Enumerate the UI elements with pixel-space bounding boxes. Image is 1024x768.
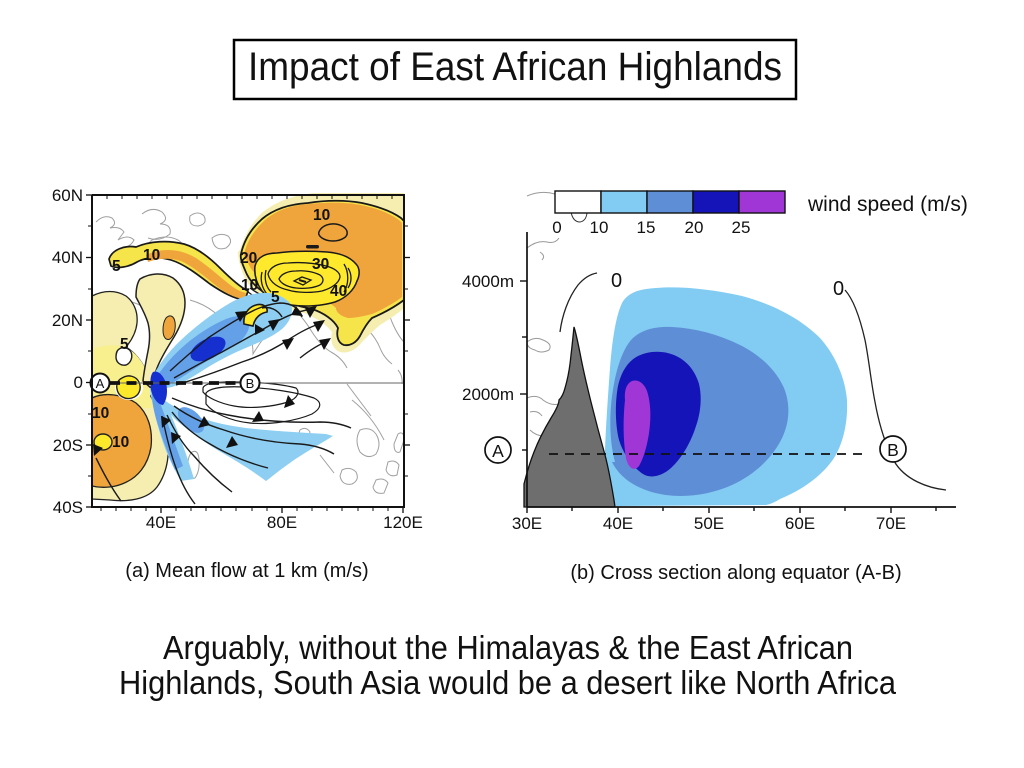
svg-text:10: 10: [143, 247, 160, 264]
svg-text:0: 0: [74, 373, 83, 392]
svg-text:60E: 60E: [785, 514, 815, 533]
svg-text:10: 10: [112, 434, 129, 451]
svg-text:10: 10: [590, 218, 609, 237]
svg-text:Arguably, without the Himalaya: Arguably, without the Himalayas & the Ea…: [163, 629, 853, 666]
svg-text:70E: 70E: [876, 514, 906, 533]
svg-text:30: 30: [312, 256, 329, 273]
svg-text:A: A: [492, 441, 504, 461]
svg-text:5: 5: [112, 258, 121, 275]
svg-text:40E: 40E: [146, 513, 176, 532]
svg-text:B: B: [887, 440, 899, 460]
svg-text:50E: 50E: [694, 514, 724, 533]
svg-text:A: A: [96, 376, 105, 391]
svg-text:80E: 80E: [267, 513, 297, 532]
svg-text:40: 40: [330, 283, 347, 300]
svg-text:20: 20: [240, 250, 257, 267]
svg-text:10: 10: [241, 277, 258, 294]
svg-text:40E: 40E: [603, 514, 633, 533]
svg-text:120E: 120E: [383, 513, 423, 532]
svg-text:4000m: 4000m: [462, 272, 514, 291]
svg-text:5: 5: [271, 289, 280, 306]
svg-text:40N: 40N: [52, 248, 83, 267]
svg-text:wind speed (m/s): wind speed (m/s): [807, 193, 968, 216]
svg-text:25: 25: [732, 218, 751, 237]
svg-text:Impact of East African Highlan: Impact of East African Highlands: [248, 45, 782, 89]
svg-text:2000m: 2000m: [462, 385, 514, 404]
svg-text:40S: 40S: [53, 498, 83, 517]
svg-text:20N: 20N: [52, 311, 83, 330]
svg-text:B: B: [246, 376, 255, 391]
svg-text:(b) Cross section along equato: (b) Cross section along equator (A-B): [570, 562, 901, 584]
svg-text:(a) Mean flow at 1 km (m/s): (a) Mean flow at 1 km (m/s): [125, 560, 368, 582]
svg-text:15: 15: [637, 218, 656, 237]
svg-text:0: 0: [833, 278, 844, 300]
svg-text:10: 10: [313, 207, 330, 224]
svg-text:Highlands, South Asia would be: Highlands, South Asia would be a desert …: [119, 664, 897, 701]
svg-text:20: 20: [685, 218, 704, 237]
svg-text:30E: 30E: [512, 514, 542, 533]
svg-text:20S: 20S: [53, 436, 83, 455]
svg-text:0: 0: [552, 218, 561, 237]
svg-text:5: 5: [120, 336, 129, 353]
svg-text:0: 0: [611, 270, 622, 292]
svg-text:60N: 60N: [52, 186, 83, 205]
svg-text:10: 10: [92, 405, 109, 422]
